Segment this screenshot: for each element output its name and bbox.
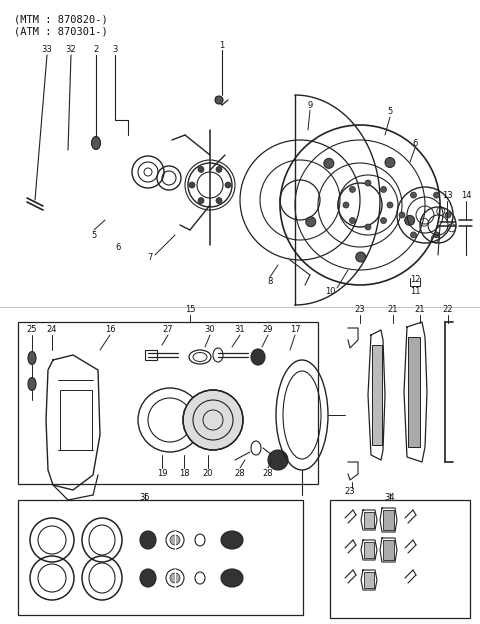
Text: 14: 14 (461, 192, 471, 200)
Circle shape (410, 192, 417, 198)
Circle shape (198, 198, 204, 203)
Circle shape (381, 187, 386, 192)
Bar (364, 542, 374, 558)
Text: 21: 21 (388, 306, 398, 314)
Text: 33: 33 (42, 46, 52, 54)
Text: 17: 17 (290, 326, 300, 334)
Text: 7: 7 (147, 253, 153, 263)
Ellipse shape (140, 531, 156, 549)
Text: 2: 2 (94, 46, 98, 54)
Circle shape (324, 158, 334, 168)
Text: 23: 23 (345, 487, 355, 497)
Ellipse shape (251, 349, 265, 365)
Circle shape (381, 218, 386, 223)
Ellipse shape (170, 535, 180, 545)
Circle shape (198, 167, 204, 172)
Circle shape (215, 96, 223, 104)
Text: (ATM : 870301-): (ATM : 870301-) (14, 27, 108, 37)
Circle shape (445, 212, 451, 218)
Circle shape (183, 390, 243, 450)
Text: 12: 12 (410, 276, 420, 285)
Text: 13: 13 (442, 192, 452, 200)
Text: 18: 18 (179, 469, 189, 477)
Bar (18, 500, 303, 615)
Circle shape (433, 192, 440, 198)
Text: 21: 21 (415, 306, 425, 314)
Circle shape (387, 202, 393, 208)
Text: 34: 34 (384, 492, 396, 502)
Circle shape (385, 157, 395, 167)
Circle shape (349, 218, 356, 223)
Circle shape (365, 180, 371, 186)
Bar (18, 322, 318, 484)
Bar (383, 510, 394, 530)
Bar (364, 512, 374, 528)
Text: 24: 24 (47, 326, 57, 334)
Text: 9: 9 (307, 100, 312, 109)
Circle shape (349, 187, 356, 192)
Ellipse shape (221, 531, 243, 549)
Bar (60, 390, 92, 450)
Ellipse shape (170, 573, 180, 583)
Circle shape (433, 232, 440, 238)
Circle shape (306, 217, 316, 227)
Circle shape (216, 167, 222, 172)
Text: 25: 25 (27, 326, 37, 334)
Text: 31: 31 (235, 326, 245, 334)
Circle shape (356, 252, 366, 262)
Text: 35: 35 (140, 492, 150, 502)
Text: 23: 23 (355, 306, 365, 314)
Circle shape (410, 232, 417, 238)
Text: 11: 11 (410, 288, 420, 296)
Bar (330, 500, 470, 618)
Text: 29: 29 (263, 326, 273, 334)
Text: 27: 27 (163, 326, 173, 334)
Text: 28: 28 (263, 469, 273, 477)
Ellipse shape (28, 351, 36, 364)
Text: 5: 5 (91, 230, 96, 240)
Circle shape (268, 450, 288, 470)
Bar (408, 337, 420, 447)
Text: 6: 6 (115, 243, 120, 253)
Text: 28: 28 (235, 469, 245, 477)
Circle shape (405, 215, 415, 225)
Text: 10: 10 (325, 288, 335, 296)
Bar (364, 572, 374, 588)
Circle shape (216, 198, 222, 203)
Text: 16: 16 (105, 326, 115, 334)
Bar (383, 540, 394, 560)
Circle shape (365, 224, 371, 230)
Text: 15: 15 (185, 306, 195, 314)
Circle shape (225, 182, 231, 188)
Circle shape (343, 202, 349, 208)
Circle shape (399, 212, 405, 218)
Ellipse shape (92, 137, 100, 150)
Text: 1: 1 (219, 42, 225, 51)
Circle shape (189, 182, 195, 188)
Bar (145, 350, 157, 360)
Ellipse shape (221, 569, 243, 587)
Text: 20: 20 (203, 469, 213, 477)
Text: 5: 5 (387, 107, 393, 117)
Text: 3: 3 (112, 46, 118, 54)
Text: 32: 32 (66, 46, 76, 54)
Text: 6: 6 (412, 139, 418, 147)
Text: (MTM : 870820-): (MTM : 870820-) (14, 14, 108, 24)
Ellipse shape (28, 378, 36, 391)
Text: 22: 22 (443, 306, 453, 314)
Ellipse shape (140, 569, 156, 587)
Text: 30: 30 (204, 326, 216, 334)
Text: 19: 19 (157, 469, 167, 477)
Text: 8: 8 (267, 278, 273, 286)
Bar (372, 345, 382, 445)
